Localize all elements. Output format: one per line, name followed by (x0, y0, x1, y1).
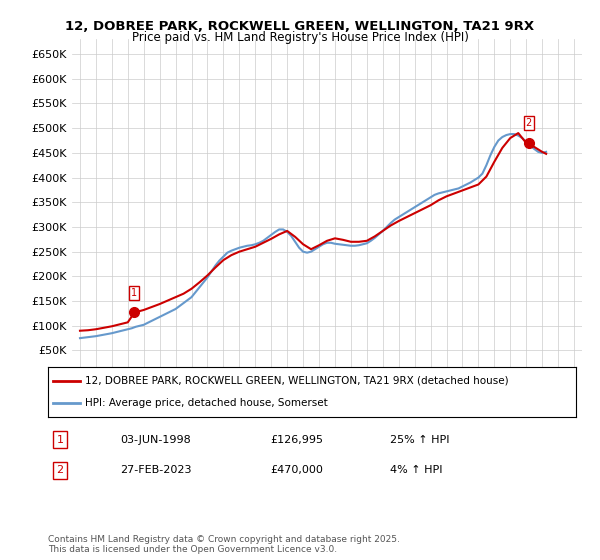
Text: 4% ↑ HPI: 4% ↑ HPI (390, 465, 443, 475)
Text: Contains HM Land Registry data © Crown copyright and database right 2025.
This d: Contains HM Land Registry data © Crown c… (48, 535, 400, 554)
Text: 03-JUN-1998: 03-JUN-1998 (120, 435, 191, 445)
Text: £126,995: £126,995 (270, 435, 323, 445)
Text: 25% ↑ HPI: 25% ↑ HPI (390, 435, 449, 445)
Text: Price paid vs. HM Land Registry's House Price Index (HPI): Price paid vs. HM Land Registry's House … (131, 31, 469, 44)
Text: £470,000: £470,000 (270, 465, 323, 475)
Text: 12, DOBREE PARK, ROCKWELL GREEN, WELLINGTON, TA21 9RX: 12, DOBREE PARK, ROCKWELL GREEN, WELLING… (65, 20, 535, 32)
Text: 12, DOBREE PARK, ROCKWELL GREEN, WELLINGTON, TA21 9RX (detached house): 12, DOBREE PARK, ROCKWELL GREEN, WELLING… (85, 376, 509, 386)
Text: 1: 1 (56, 435, 64, 445)
Text: 2: 2 (56, 465, 64, 475)
Text: HPI: Average price, detached house, Somerset: HPI: Average price, detached house, Some… (85, 398, 328, 408)
Text: 1: 1 (131, 288, 137, 297)
Text: 2: 2 (526, 118, 532, 128)
Text: 27-FEB-2023: 27-FEB-2023 (120, 465, 191, 475)
